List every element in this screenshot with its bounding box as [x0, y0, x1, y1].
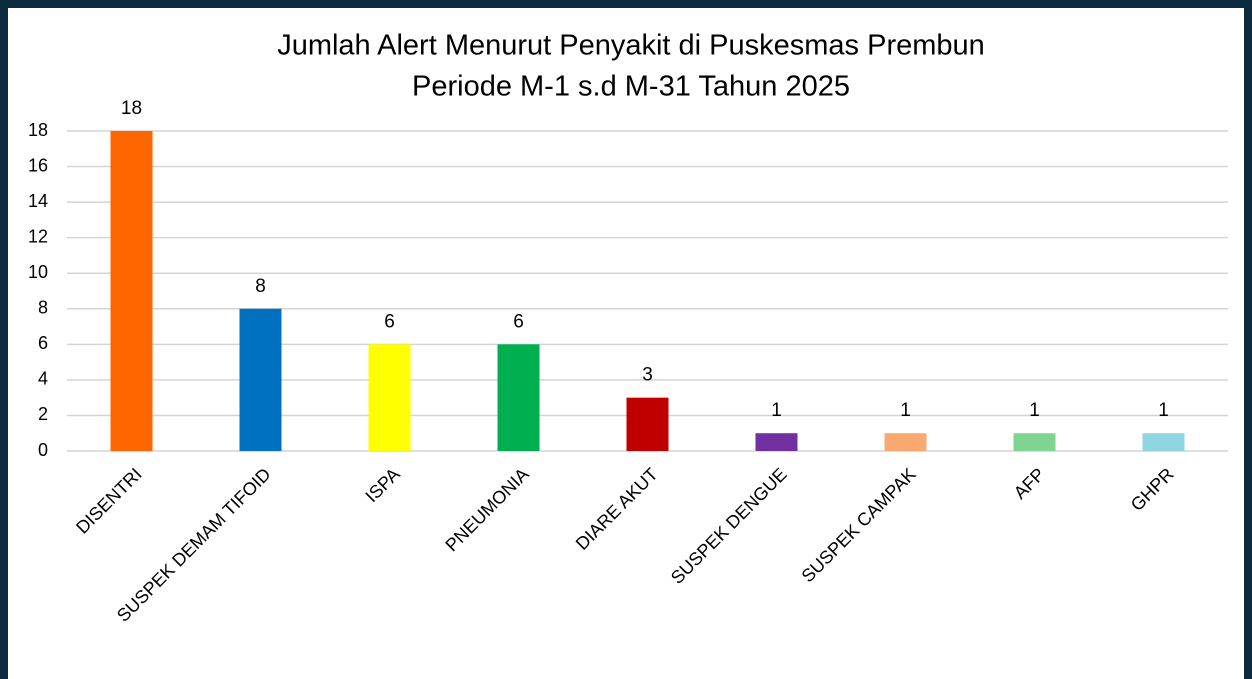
value-label: 1 — [771, 400, 782, 421]
y-tick-label: 8 — [38, 298, 48, 318]
bar — [1013, 433, 1056, 451]
bar — [884, 433, 927, 451]
y-tick-label: 0 — [38, 440, 48, 460]
chart-title: Jumlah Alert Menurut Penyakit di Puskesm… — [277, 30, 985, 62]
y-tick-label: 18 — [28, 120, 48, 140]
y-tick-label: 10 — [28, 262, 48, 282]
value-label: 1 — [900, 400, 911, 421]
value-label: 1 — [1158, 400, 1169, 421]
y-tick-label: 16 — [28, 155, 48, 175]
value-label: 18 — [121, 98, 142, 119]
y-tick-label: 14 — [28, 191, 48, 211]
bar — [1142, 433, 1185, 451]
value-label: 6 — [384, 311, 395, 332]
bar — [497, 344, 540, 451]
bar — [110, 131, 153, 451]
value-label: 1 — [1029, 400, 1040, 421]
y-tick-label: 2 — [38, 404, 48, 424]
chart-subtitle: Periode M-1 s.d M-31 Tahun 2025 — [412, 71, 850, 103]
bar — [368, 344, 411, 451]
value-label: 3 — [642, 365, 653, 386]
bar — [626, 397, 669, 451]
bar — [239, 308, 282, 451]
y-tick-label: 4 — [38, 369, 48, 389]
y-tick-label: 6 — [38, 333, 48, 353]
value-label: 8 — [255, 276, 266, 297]
value-label: 6 — [513, 311, 524, 332]
bar — [755, 433, 798, 451]
chart-background — [8, 8, 1244, 679]
y-tick-label: 12 — [28, 226, 48, 246]
